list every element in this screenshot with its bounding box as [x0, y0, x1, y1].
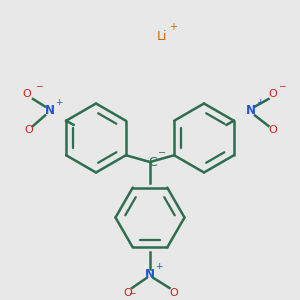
Text: N: N [44, 104, 55, 118]
Text: O: O [268, 125, 278, 136]
Text: −: − [278, 82, 286, 91]
Text: O: O [22, 89, 32, 100]
Text: O: O [169, 287, 178, 298]
Text: C: C [148, 155, 158, 169]
Text: +: + [155, 262, 163, 271]
Text: +: + [56, 98, 63, 107]
Text: N: N [145, 268, 155, 281]
Text: +: + [169, 22, 178, 32]
Text: O: O [24, 125, 33, 136]
Text: +: + [256, 98, 263, 107]
Text: N: N [245, 104, 256, 118]
Text: Li: Li [157, 29, 167, 43]
Text: −: − [35, 81, 43, 90]
Text: O: O [268, 89, 278, 100]
Text: −: − [128, 289, 136, 298]
Text: O: O [123, 287, 132, 298]
Text: −: − [158, 148, 166, 158]
